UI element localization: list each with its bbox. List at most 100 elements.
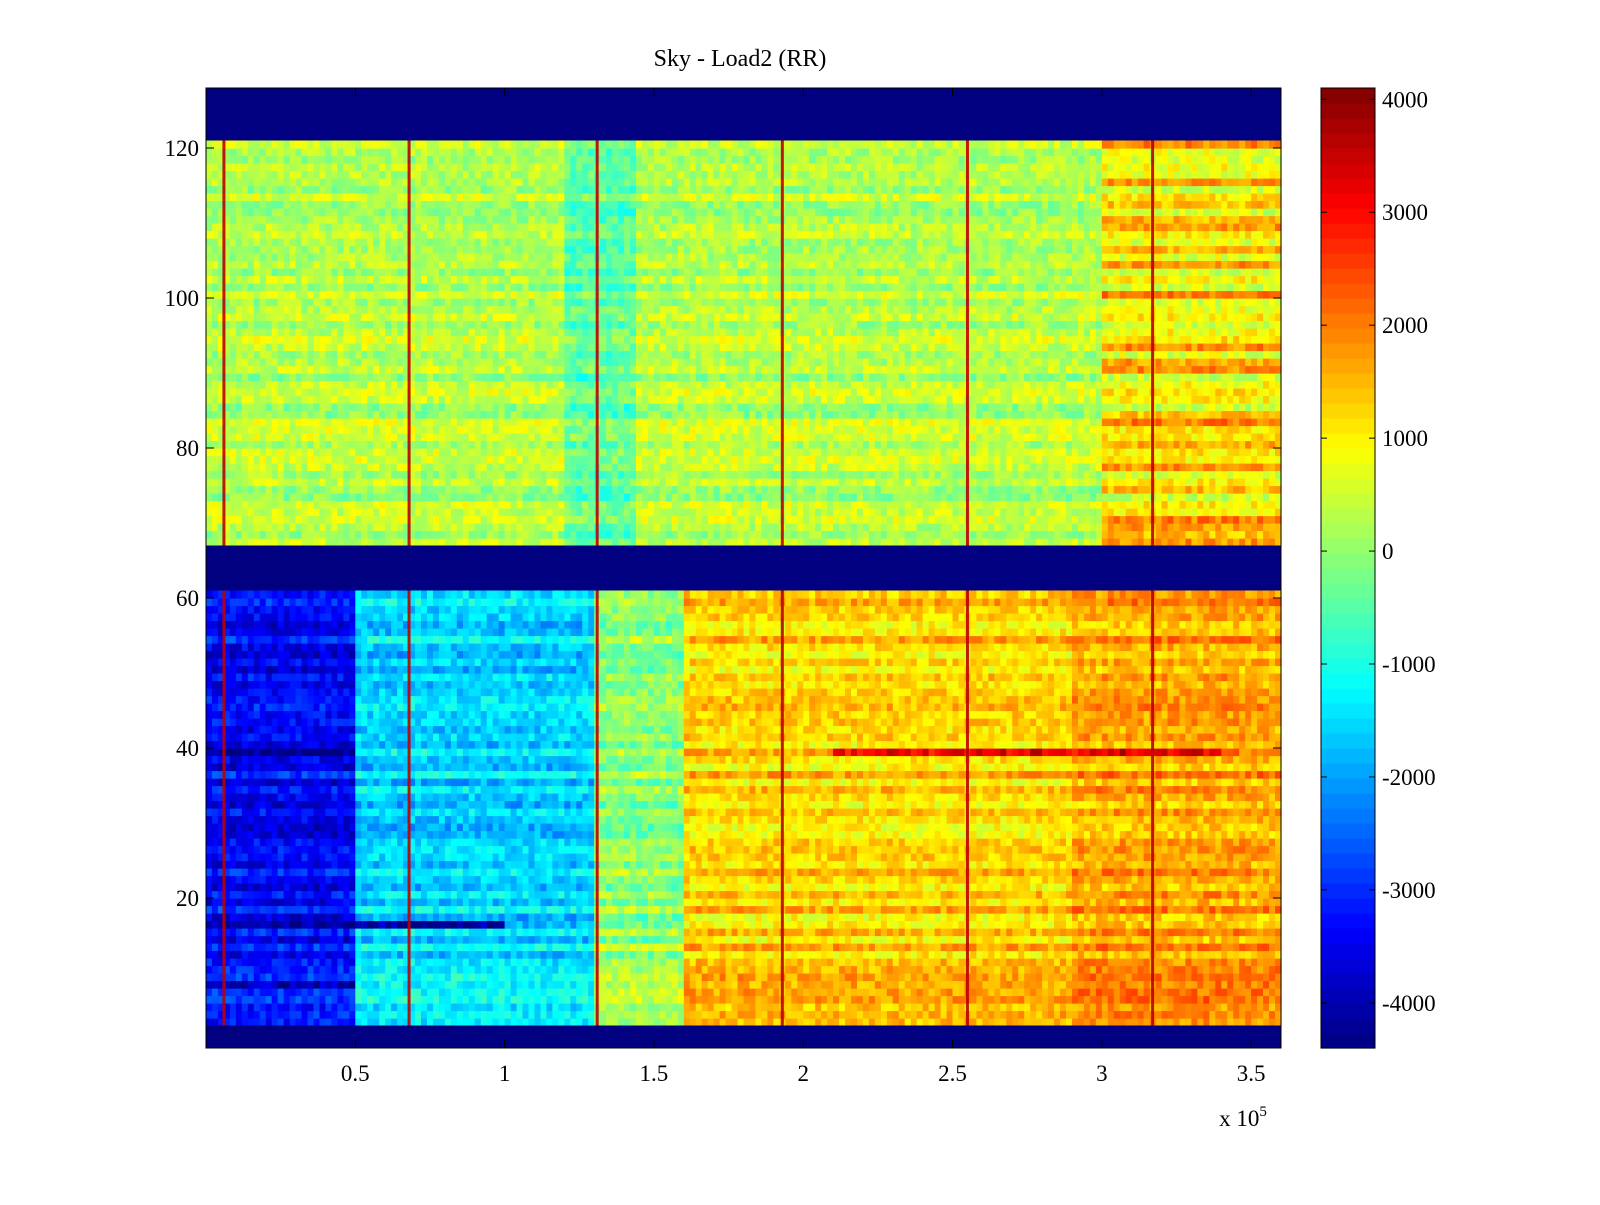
heatmap-cell xyxy=(624,913,631,921)
heatmap-cell xyxy=(1144,936,1151,944)
heatmap-cell xyxy=(1174,868,1181,876)
heatmap-cell xyxy=(493,973,500,981)
heatmap-cell xyxy=(1048,846,1055,854)
heatmap-cell xyxy=(230,958,237,966)
heatmap-cell xyxy=(917,846,924,854)
heatmap-cell xyxy=(1233,981,1240,989)
heatmap-cell xyxy=(833,951,840,959)
heatmap-cell xyxy=(1203,898,1210,906)
heatmap-cell xyxy=(367,966,374,974)
heatmap-cell xyxy=(1257,883,1264,891)
heatmap-cell xyxy=(1263,831,1270,839)
heatmap-cell xyxy=(857,958,864,966)
heatmap-cell xyxy=(1197,891,1204,899)
heatmap-cell xyxy=(761,936,768,944)
heatmap-cell xyxy=(791,823,798,831)
heatmap-cell xyxy=(702,861,709,869)
heatmap-cell xyxy=(684,891,691,899)
heatmap-cell xyxy=(391,823,398,831)
heatmap-cell xyxy=(929,831,936,839)
heatmap-cell xyxy=(1108,906,1115,914)
heatmap-cell xyxy=(947,816,954,824)
heatmap-cell xyxy=(1138,868,1145,876)
heatmap-cell xyxy=(1174,831,1181,839)
heatmap-cell xyxy=(708,898,715,906)
heatmap-cell xyxy=(337,996,344,1004)
heatmap-cell xyxy=(1042,838,1049,846)
heatmap-cell xyxy=(552,861,559,869)
heatmap-cell xyxy=(1185,936,1192,944)
heatmap-cell xyxy=(690,966,697,974)
heatmap-cell xyxy=(1239,1011,1246,1019)
heatmap-cell xyxy=(881,958,888,966)
heatmap-cell xyxy=(558,981,565,989)
heatmap-cell xyxy=(887,996,894,1004)
heatmap-cell xyxy=(349,891,356,899)
heatmap-cell xyxy=(439,846,446,854)
heatmap-cell xyxy=(953,891,960,899)
heatmap-cell xyxy=(1156,883,1163,891)
heatmap-cell xyxy=(427,883,434,891)
heatmap-cell xyxy=(761,973,768,981)
heatmap-cell xyxy=(1108,973,1115,981)
heatmap-cell xyxy=(1185,868,1192,876)
heatmap-cell xyxy=(355,943,362,951)
heatmap-cell xyxy=(391,913,398,921)
heatmap-cell xyxy=(797,1003,804,1011)
heatmap-cell xyxy=(325,891,332,899)
heatmap-cell xyxy=(552,853,559,861)
heatmap-cell xyxy=(821,853,828,861)
heatmap-cell xyxy=(606,943,613,951)
heatmap-cell xyxy=(1006,958,1013,966)
heatmap-cell xyxy=(272,928,279,936)
heatmap-cell xyxy=(558,891,565,899)
heatmap-cell xyxy=(1203,1011,1210,1019)
heatmap-cell xyxy=(720,966,727,974)
heatmap-cell xyxy=(899,876,906,884)
heatmap-cell xyxy=(529,823,536,831)
heatmap-cell xyxy=(1221,973,1228,981)
heatmap-cell xyxy=(803,951,810,959)
heatmap-cell xyxy=(1072,861,1079,869)
heatmap-cell xyxy=(755,891,762,899)
heatmap-cell xyxy=(917,913,924,921)
heatmap-cell xyxy=(1233,876,1240,884)
heatmap-cell xyxy=(1269,921,1276,929)
heatmap-cell xyxy=(1036,928,1043,936)
heatmap-cell xyxy=(917,936,924,944)
heatmap-cell xyxy=(1030,1011,1037,1019)
heatmap-cell xyxy=(212,861,219,869)
heatmap-cell xyxy=(576,853,583,861)
heatmap-cell xyxy=(1090,913,1097,921)
heatmap-cell xyxy=(1191,853,1198,861)
heatmap-cell xyxy=(935,981,942,989)
heatmap-cell xyxy=(941,996,948,1004)
heatmap-cell xyxy=(475,1011,482,1019)
heatmap-cell xyxy=(1162,913,1169,921)
heatmap-cell xyxy=(373,838,380,846)
heatmap-cell xyxy=(540,891,547,899)
heatmap-cell xyxy=(982,1003,989,1011)
heatmap-cell xyxy=(845,838,852,846)
heatmap-cell xyxy=(379,838,386,846)
heatmap-cell xyxy=(648,891,655,899)
heatmap-cell xyxy=(732,943,739,951)
heatmap-cell xyxy=(529,921,536,929)
heatmap-cell xyxy=(1048,928,1055,936)
heatmap-cell xyxy=(1042,883,1049,891)
heatmap-cell xyxy=(385,876,392,884)
heatmap-cell xyxy=(588,996,595,1004)
heatmap-cell xyxy=(953,846,960,854)
heatmap-cell xyxy=(994,891,1001,899)
heatmap-cell xyxy=(666,1018,673,1026)
heatmap-cell xyxy=(546,1011,553,1019)
heatmap-cell xyxy=(1054,906,1061,914)
heatmap-cell xyxy=(463,1018,470,1026)
heatmap-cell xyxy=(582,951,589,959)
heatmap-cell xyxy=(624,831,631,839)
heatmap-cell xyxy=(206,988,213,996)
heatmap-cell xyxy=(624,1018,631,1026)
heatmap-cell xyxy=(839,1018,846,1026)
heatmap-cell xyxy=(959,936,966,944)
heatmap-cell xyxy=(791,831,798,839)
